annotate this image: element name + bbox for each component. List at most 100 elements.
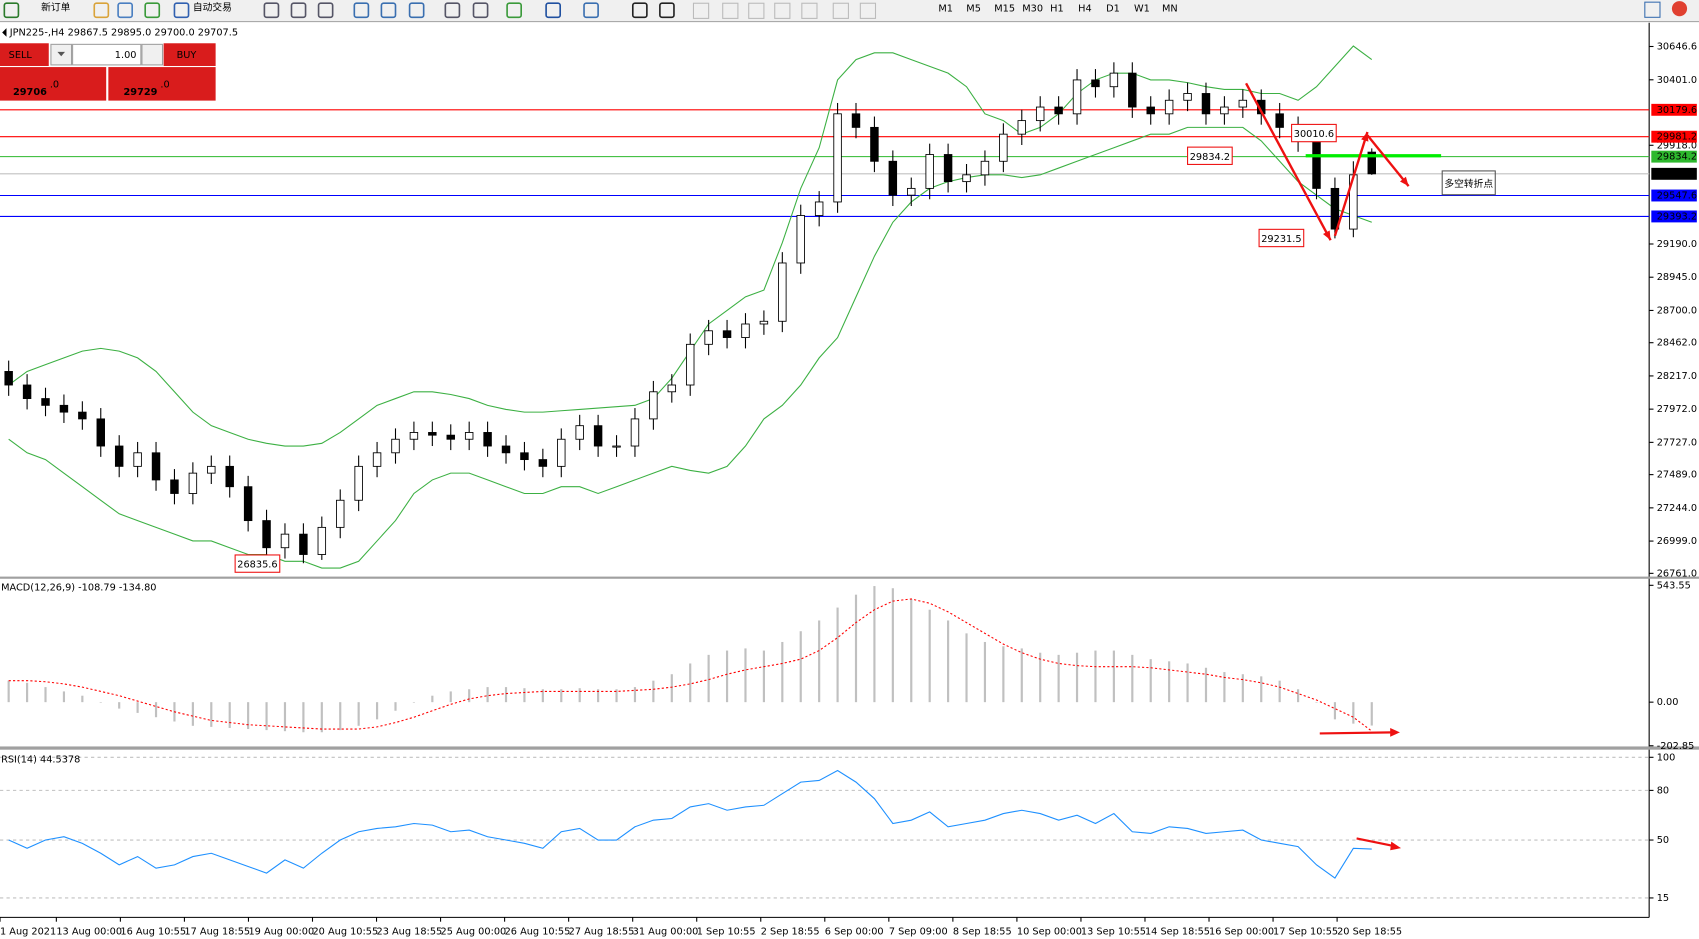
toolbar-icon[interactable] xyxy=(472,2,489,19)
annotation: 多空转折点 xyxy=(1444,177,1493,190)
macd-bar xyxy=(1278,680,1281,703)
macd-bar xyxy=(910,598,913,703)
timeframe-button[interactable]: H4 xyxy=(1078,4,1092,15)
y-tick-label: 26761.0 xyxy=(1657,568,1697,579)
candle-body xyxy=(520,452,529,461)
toolbar-icon[interactable] xyxy=(545,2,562,19)
macd-bar xyxy=(541,689,544,703)
timeframe-button[interactable]: MN xyxy=(1162,4,1178,15)
tool-button[interactable] xyxy=(692,2,710,19)
time-label: 10 Sep 00:00 xyxy=(1017,926,1082,937)
indicator-header: RSI(14) 44.5378 xyxy=(1,754,80,765)
lot-value[interactable]: 1.00 xyxy=(115,50,137,61)
y-tick-label: 30401.0 xyxy=(1657,75,1697,86)
toolbar-icon[interactable] xyxy=(144,2,161,19)
tool-button[interactable] xyxy=(859,2,877,19)
toolbar-icon[interactable] xyxy=(380,2,397,19)
macd-bar xyxy=(283,702,287,732)
macd-bar xyxy=(339,702,342,731)
time-label: 31 Aug 00:00 xyxy=(633,926,699,937)
toolbar-icon[interactable] xyxy=(173,2,190,19)
candle-body xyxy=(741,323,750,338)
toolbar-icon[interactable] xyxy=(444,2,461,19)
sell-price-box[interactable] xyxy=(0,67,107,101)
candle-body xyxy=(354,465,363,501)
candle-body xyxy=(1330,187,1340,230)
lot-arrow-icon[interactable] xyxy=(57,51,66,57)
macd-bar xyxy=(247,702,250,730)
timeframe-button[interactable]: W1 xyxy=(1134,4,1150,15)
new-order-button[interactable]: 新订单 xyxy=(41,1,70,14)
toolbar-icon[interactable] xyxy=(3,2,20,19)
buy-price-box[interactable] xyxy=(108,67,216,101)
macd-bar xyxy=(1057,654,1060,703)
timeframe-button[interactable]: M15 xyxy=(994,4,1015,15)
macd-bar xyxy=(1333,702,1337,720)
toolbar-icon[interactable] xyxy=(583,2,599,19)
toolbar-icon[interactable] xyxy=(408,2,425,19)
toolbar-icon[interactable] xyxy=(117,2,134,19)
y-tick-label: 27972.0 xyxy=(1657,404,1697,415)
macd-bar xyxy=(854,594,858,703)
lot-field[interactable] xyxy=(72,43,142,66)
time-label: 23 Aug 18:55 xyxy=(377,926,443,937)
time-label: 13 Sep 10:55 xyxy=(1081,926,1146,937)
y-tick-label: 80 xyxy=(1657,785,1669,796)
toolbar-icon[interactable] xyxy=(631,2,648,19)
timeframe-button[interactable]: M5 xyxy=(966,4,981,15)
auto-trading-button[interactable]: 自动交易 xyxy=(193,1,232,14)
timeframe-button[interactable]: D1 xyxy=(1106,4,1120,15)
macd-bar xyxy=(412,702,415,703)
macd-bar xyxy=(873,586,876,703)
buy-price[interactable]: 29729 xyxy=(124,87,158,98)
macd-bar xyxy=(818,620,821,703)
macd-bar xyxy=(1260,676,1263,703)
tool-button[interactable] xyxy=(722,2,739,19)
drawn-arrow-head xyxy=(1361,131,1369,142)
buy-button[interactable] xyxy=(163,43,216,66)
notification-icon[interactable] xyxy=(1671,1,1688,17)
sell-price[interactable]: 29706 xyxy=(13,87,47,98)
toolbar-icon[interactable] xyxy=(506,2,522,19)
timeframe-button[interactable]: H1 xyxy=(1050,4,1064,15)
tool-button[interactable] xyxy=(774,2,791,19)
buy-price-frac[interactable]: .0 xyxy=(160,79,169,90)
sell-button[interactable] xyxy=(0,43,49,66)
candle-body xyxy=(1201,93,1211,115)
timeframe-button[interactable]: M30 xyxy=(1022,4,1043,15)
candle-body xyxy=(280,533,290,549)
candle-body xyxy=(833,113,842,203)
time-label: 20 Sep 18:55 xyxy=(1337,926,1402,937)
timeframe-button[interactable]: M1 xyxy=(938,4,953,15)
macd-bar xyxy=(136,702,139,713)
time-label: 14 Sep 18:55 xyxy=(1145,926,1210,937)
candle-body xyxy=(1054,106,1063,115)
macd-bar xyxy=(1002,646,1005,703)
macd-bar xyxy=(302,702,305,733)
sell-label[interactable]: SELL xyxy=(9,50,33,61)
tool-button[interactable] xyxy=(801,2,818,19)
toolbar-icon[interactable] xyxy=(263,2,280,19)
drawn-arrow xyxy=(1356,837,1394,848)
lot-arrow[interactable] xyxy=(141,43,164,66)
drawn-arrow-head xyxy=(1322,230,1331,241)
candle-body xyxy=(1017,120,1027,135)
sell-price-frac[interactable]: .0 xyxy=(50,79,59,90)
toolbar-icon[interactable] xyxy=(317,2,334,19)
candle-body xyxy=(336,499,345,528)
level-axis-label xyxy=(1651,103,1697,116)
toolbar-icon[interactable] xyxy=(93,2,110,19)
toolbar-icon[interactable] xyxy=(659,2,675,19)
chart-menu-icon[interactable] xyxy=(2,28,7,37)
time-label: 20 Aug 10:55 xyxy=(312,926,378,937)
tool-button[interactable] xyxy=(748,2,765,19)
search-icon[interactable] xyxy=(1644,1,1661,18)
indicator-header: MACD(12,26,9) -108.79 -134.80 xyxy=(1,582,156,593)
tool-button[interactable] xyxy=(832,2,849,19)
toolbar-icon[interactable] xyxy=(353,2,370,19)
toolbar-icon[interactable] xyxy=(290,2,307,19)
buy-label[interactable]: BUY xyxy=(177,50,197,61)
candle-body xyxy=(685,343,695,386)
bid-axis-text: 29707.5 xyxy=(1657,169,1697,180)
